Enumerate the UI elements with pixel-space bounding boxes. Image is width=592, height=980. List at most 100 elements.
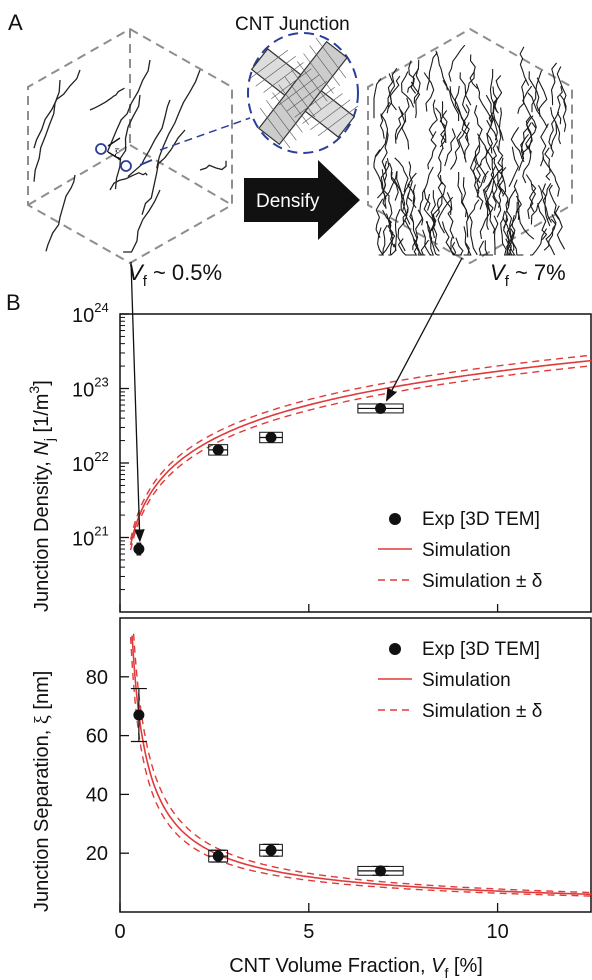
cnt-fiber (461, 104, 470, 142)
cnt-fiber (381, 218, 396, 256)
cnt-fiber (531, 70, 543, 113)
junction-pointer (139, 159, 153, 166)
simulation-lower-curve (129, 636, 592, 897)
cnt-fiber (384, 171, 398, 209)
cnt-fiber (466, 199, 480, 238)
callout-high-vf (385, 257, 463, 402)
exp-data-point (265, 431, 277, 443)
y-label-part: ] (31, 380, 53, 386)
cnt-fiber (409, 184, 416, 223)
x-tick-label: 5 (303, 921, 314, 943)
callout-arrows (130, 257, 463, 543)
lattice-line (303, 53, 334, 94)
cnt-fiber (550, 62, 558, 106)
cnt-fiber (522, 85, 538, 128)
vf-low-value: ~ 0.5% (147, 260, 222, 285)
y-tick-base: 10 (72, 529, 94, 551)
cnt-fiber (493, 215, 499, 255)
cnt-fiber (520, 122, 532, 159)
cnt-fiber (522, 144, 532, 184)
cnt-fiber (461, 177, 469, 220)
cnt-fiber (45, 174, 76, 252)
cnt-fiber (491, 180, 502, 218)
lattice-line (309, 45, 340, 86)
cnt-fiber (394, 208, 401, 252)
cnt-fiber (479, 132, 494, 167)
lattice-line (271, 68, 312, 99)
cnt-fiber (439, 110, 448, 150)
cnt-fiber (483, 175, 494, 214)
lattice-line (247, 49, 289, 81)
exp-data-point (375, 402, 387, 414)
lattice-line (255, 56, 296, 87)
low-density-volume (27, 27, 233, 265)
cnt-fiber (123, 189, 161, 253)
cnt-fiber (469, 154, 479, 193)
cnt-fiber (506, 195, 522, 242)
y-tick-label: 80 (86, 667, 108, 689)
high-density-volume (367, 27, 573, 265)
cnt-fiber (475, 83, 493, 127)
cnt-fiber (395, 97, 410, 140)
densify-label: Densify (256, 191, 320, 212)
cnt-fiber (407, 161, 413, 202)
exp-data-point (375, 865, 387, 877)
lattice-line (272, 92, 303, 133)
cnt-fiber (407, 172, 417, 209)
cnt-fiber (114, 94, 141, 190)
cnt-fiber (461, 117, 470, 159)
cnt-fiber (498, 167, 509, 207)
simulation-curve (131, 635, 592, 896)
cnt-fiber (389, 75, 401, 111)
xi-symbol: ξ (114, 147, 120, 162)
cnt-fiber (446, 192, 455, 239)
cnt-fiber (441, 221, 455, 256)
lattice-line (310, 99, 351, 130)
cnt-fiber (427, 131, 437, 170)
cnt-fiber (33, 69, 81, 149)
cnt-fiber (530, 185, 544, 225)
legend-label-sim: Simulation (422, 540, 511, 561)
exp-data-point (212, 850, 224, 862)
cnt-fiber (554, 205, 566, 250)
simulation-lower-curve (129, 365, 592, 551)
x-tick-label: 0 (114, 921, 125, 943)
cnt-fiber (127, 99, 171, 178)
cnt-fiber (511, 232, 524, 256)
lattice-line (259, 107, 291, 149)
cnt-junction-illustration (247, 37, 359, 149)
cnt-fiber (89, 87, 125, 111)
cnt-fiber (388, 243, 397, 256)
cnt-fiber (484, 240, 493, 256)
vf-low-label: Vf ~ 0.5% (128, 260, 222, 290)
y-tick-base: 10 (72, 380, 94, 402)
cnt-fiber (500, 217, 507, 256)
y-axis-label: Junction Separation, ξ [nm] (31, 671, 53, 912)
exp-data-point (265, 844, 277, 856)
cnt-fiber (519, 46, 530, 86)
dense-cnt-network (373, 44, 567, 256)
y-label-part: [nm] (31, 671, 53, 715)
cnt-fiber (469, 216, 478, 256)
exp-data-point (212, 444, 224, 456)
y-tick-exp: 23 (94, 375, 108, 390)
densify-arrow[interactable] (244, 160, 360, 240)
legend-label-exp: Exp [3D TEM] (422, 639, 540, 660)
error-box (208, 849, 229, 863)
cnt-fiber (536, 77, 548, 117)
cnt-fiber (485, 94, 498, 141)
cnt-fiber (381, 130, 389, 170)
simulation-upper-curve (129, 354, 592, 540)
lattice-line (286, 80, 328, 112)
cnt-fiber (474, 144, 487, 184)
cnt-fiber (423, 166, 434, 211)
legend-marker-exp (389, 513, 401, 525)
cnt-fiber (106, 59, 151, 153)
cnt-fiber (497, 157, 504, 195)
y-tick-exp: 24 (94, 300, 108, 315)
zoom-line (159, 117, 251, 151)
cnt-fiber (437, 148, 444, 185)
y-tick-label: 1022 (72, 449, 109, 476)
legend-label-sim-delta: Simulation ± δ (422, 571, 542, 592)
